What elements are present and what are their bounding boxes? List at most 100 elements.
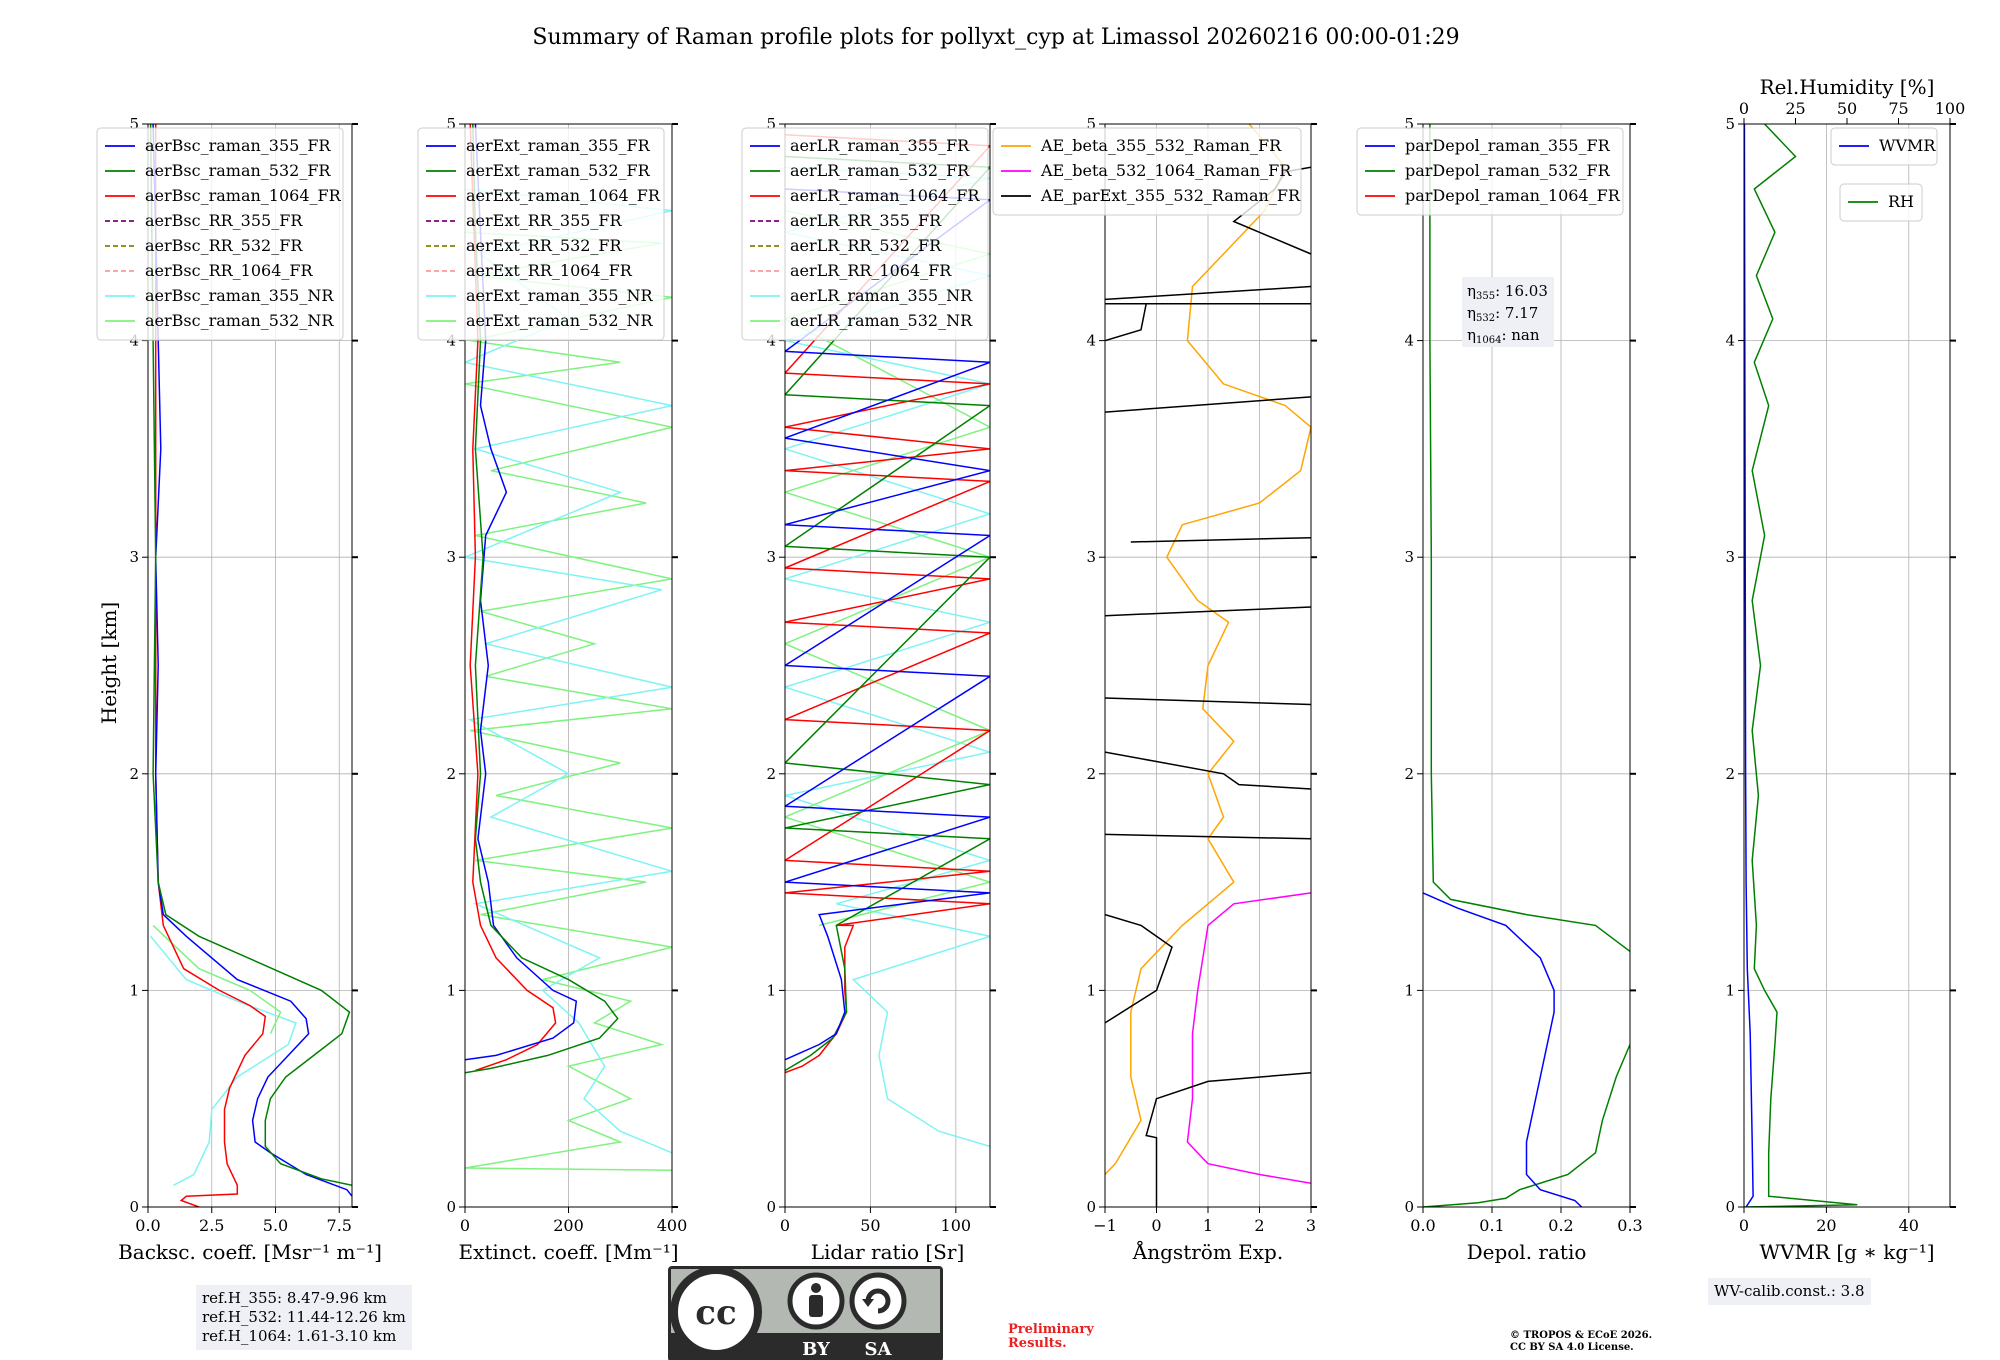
series-wvmr [1744,124,1754,1207]
x-axis-label-ae: Ångström Exp. [1132,1239,1283,1264]
eta-355: η355: 16.03 [1467,282,1548,302]
legend-label: aerExt_RR_355_FR [466,211,623,230]
legend-label: aerBsc_raman_532_NR [145,311,334,330]
series-ae-parext-355-532-raman-fr [1105,833,1311,840]
series-pardepol-raman-532-fr [1429,124,1630,952]
panel-wv: 0 20 40 0 1 2 3 4 5 WVMR [g ∗ kg⁻¹] 0 25 50 75 100Rel.… [1725,75,1965,1264]
legend-ae: AE_beta_355_532_Raman_FR AE_beta_532_1064… [992,127,1302,216]
copyright-line-2: CC BY SA 4.0 License. [1510,1342,1634,1353]
x-tick-label: 3 [1306,1216,1316,1235]
series-rh [1744,124,1858,1207]
copyright-line-1: © TROPOS & ECoE 2026. [1510,1330,1653,1341]
legend-label: aerLR_raman_532_FR [790,161,970,180]
y-tick-label: 0 [1404,1198,1414,1216]
series-aerbsc-raman-355-nr [150,935,297,1186]
top-x-tick-label: 100 [1935,99,1966,118]
legend-wv: WVMR [1830,127,1938,166]
y-tick-label: 2 [1725,765,1735,783]
y-tick-label: 0 [129,1198,139,1216]
panel-lr: 0 50 100 0 1 2 3 4 5 Lidar ratio [Sr] aerLR_raman_… [741,115,996,1264]
x-axis-label-lr: Lidar ratio [Sr] [811,1240,965,1264]
series-ae-parext-355-532-raman-fr [1105,913,1173,1024]
legend-wv: RH [1839,183,1923,222]
legend-label: aerBsc_RR_355_FR [145,211,303,230]
series-aerlr-raman-355-fr [785,188,990,1061]
sa-icon [849,1272,907,1330]
y-tick-label: 5 [446,115,456,133]
legend-lr: aerLR_raman_355_FR aerLR_raman_532_FR aerL… [741,127,989,341]
y-tick-label: 5 [1725,115,1735,133]
top-x-tick-label: 50 [1837,99,1857,118]
legend-label: aerBsc_RR_1064_FR [145,261,314,280]
series-ae-parext-355-532-raman-fr [1105,303,1311,342]
series-aerext-raman-1064-fr [469,124,557,1072]
y-tick-label: 2 [1086,765,1096,783]
y-tick-label: 4 [129,332,139,350]
series-ae-parext-355-532-raman-fr [1105,396,1311,413]
y-tick-label: 1 [446,981,456,999]
series-pardepol-raman-355-fr [1423,892,1583,1207]
sa-label: SA [865,1339,893,1360]
legend-label: aerBsc_raman_355_NR [145,286,334,305]
series-aerext-raman-532-nr [465,231,672,1171]
x-axis-label-wv: WVMR [g ∗ kg⁻¹] [1759,1240,1934,1264]
y-tick-label: 3 [1725,548,1735,566]
x-tick-label: 2 [1254,1216,1264,1235]
legend-label: parDepol_raman_1064_FR [1405,186,1621,205]
ref-height-1064: ref.H_1064: 1.61-3.10 km [202,1327,397,1345]
series-aerext-raman-355-nr [465,188,672,1154]
axes-frame-depol [1422,123,1631,1208]
cc-icon [670,1266,762,1358]
y-tick-label: 5 [129,115,139,133]
y-tick-label: 4 [1086,332,1096,350]
series-ae-parext-355-532-raman-fr [1130,536,1311,543]
y-tick-label: 4 [1725,332,1735,350]
y-tick-label: 2 [1404,765,1414,783]
series-ae-beta-532-1064-raman-fr [1186,892,1311,1184]
y-tick-label: 1 [1725,981,1735,999]
copyright-note: © TROPOS & ECoE 2026. CC BY SA 4.0 Licen… [1510,1330,1652,1354]
series-aerbsc-raman-532-fr [149,124,352,1187]
y-tick-label: 5 [1404,115,1414,133]
legend-label: aerLR_raman_355_NR [790,286,973,305]
svg-text:cc: cc [695,1293,736,1333]
x-tick-label: 0.3 [1617,1216,1642,1235]
series-pardepol-raman-532-fr [1423,1044,1630,1207]
y-tick-label: 3 [1404,548,1414,566]
preliminary-line-2: Results. [1008,1336,1067,1351]
x-tick-label: 0 [1739,1216,1749,1235]
x-tick-label: 7.5 [327,1216,352,1235]
legend-label: aerLR_RR_1064_FR [790,261,952,280]
legend-label: aerBsc_raman_1064_FR [145,186,342,205]
y-tick-label: 0 [446,1198,456,1216]
x-tick-label: 5.0 [263,1216,288,1235]
x-tick-label: 1 [1203,1216,1213,1235]
y-tick-label: 5 [1086,115,1096,133]
series-ae-parext-355-532-raman-fr [1105,751,1311,790]
series-ae-parext-355-532-raman-fr [1105,697,1311,706]
series-aerbsc-raman-532-nr [152,924,282,1035]
y-tick-label: 1 [766,981,776,999]
y-tick-label: 4 [766,332,776,350]
series-aerbsc-raman-355-fr [152,124,352,1197]
legend-label: WVMR [1879,136,1936,155]
series-ae-beta-355-532-raman-fr [1105,124,1311,1176]
axes-frame-bsc [147,123,353,1208]
x-tick-label: 100 [941,1216,972,1235]
x-axis-label-ext: Extinct. coeff. [Mm⁻¹] [458,1240,678,1264]
y-tick-label: 5 [766,115,776,133]
series-aerext-raman-532-fr [465,124,619,1074]
legend-label: aerExt_RR_532_FR [466,236,623,255]
y-tick-label: 2 [766,765,776,783]
by-label: BY [802,1339,831,1360]
legend-label: aerExt_raman_1064_FR [466,186,661,205]
x-tick-label: 400 [657,1216,688,1235]
series-ae-parext-355-532-raman-fr [1105,285,1311,301]
x-tick-label: 0.0 [1410,1216,1435,1235]
y-tick-label: 1 [129,981,139,999]
preliminary-line-1: Preliminary [1008,1322,1094,1337]
legend-label: aerLR_raman_532_NR [790,311,973,330]
x-tick-label: −1 [1093,1216,1117,1235]
legend-depol: parDepol_raman_355_FR parDepol_raman_532_… [1356,127,1624,216]
